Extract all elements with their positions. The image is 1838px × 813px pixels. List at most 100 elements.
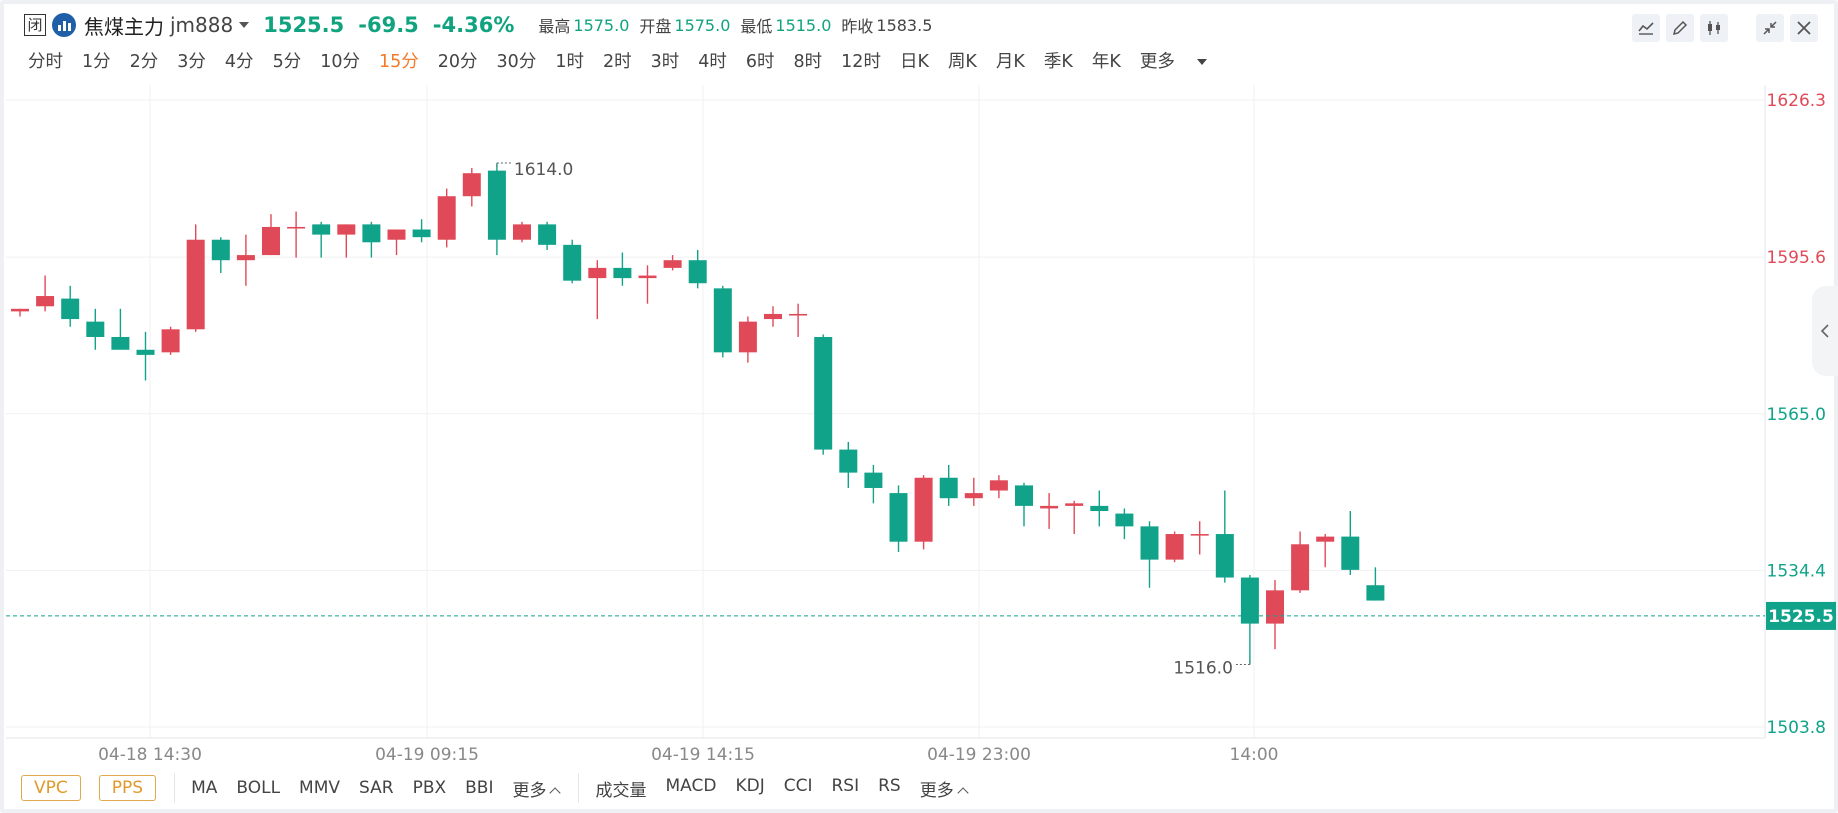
period-tab[interactable]: 年K	[1091, 52, 1121, 72]
chevron-up-icon	[549, 786, 562, 799]
side-panel-toggle[interactable]	[1812, 286, 1838, 376]
indicator-pbx[interactable]: PBX	[412, 778, 447, 798]
indicator-ma[interactable]: MA	[191, 778, 218, 798]
period-more-label: 更多	[1139, 52, 1175, 72]
instrument-code[interactable]: jm888	[170, 13, 234, 37]
current-price-label: 1525.5	[1768, 607, 1834, 627]
x-tick-label: 14:00	[1230, 745, 1279, 765]
period-tab[interactable]: 2分	[129, 52, 159, 72]
price-change: -69.5	[358, 13, 419, 37]
indicator-rsi[interactable]: RSI	[831, 775, 860, 796]
exchange-logo-icon	[52, 13, 76, 37]
period-tab[interactable]: 3时	[650, 52, 680, 72]
stat-high-label: 最高	[538, 17, 571, 36]
chevron-up-icon	[957, 786, 969, 799]
period-tab[interactable]: 10分	[320, 52, 360, 72]
indicator-macd[interactable]: MACD	[665, 775, 717, 796]
period-tab[interactable]: 30分	[496, 52, 537, 72]
candle-body	[1316, 536, 1335, 542]
quote-header: 闭 焦煤主力 jm888 1525.5 -69.5 -4.36% 最高 1575…	[24, 10, 932, 40]
candle-body	[688, 260, 707, 284]
collapse-arrows-icon	[1763, 21, 1777, 35]
indicator-mmv[interactable]: MMV	[299, 778, 341, 798]
candle-body	[462, 173, 481, 197]
divider	[578, 773, 580, 803]
period-selector: 分时 1分 2分 3分 4分 5分 10分 15分 20分 30分 1时 2时 3时 4时 6时 8时 12时日…	[28, 48, 1245, 73]
period-tab[interactable]: 月K	[995, 52, 1025, 72]
y-tick-label: 1626.3	[1767, 91, 1826, 111]
period-tab[interactable]: 2时	[602, 52, 632, 72]
candlestick-chart[interactable]: 04-18 14:30 04-19 09:15 04-19 14:15 04-19 2…	[0, 0, 1838, 768]
indicator-boll[interactable]: BOLL	[236, 778, 281, 798]
market-closed-badge: 闭	[24, 14, 46, 36]
close-icon	[1797, 21, 1811, 35]
candle-body	[287, 226, 306, 229]
period-tab[interactable]: 8时	[793, 52, 823, 72]
y-tick-label: 1503.8	[1767, 718, 1826, 738]
period-tab[interactable]: 12时	[841, 52, 881, 72]
indicator-sar[interactable]: SAR	[359, 778, 394, 798]
indicator-rs[interactable]: RS	[878, 775, 901, 796]
indicator-cci[interactable]: CCI	[783, 775, 813, 796]
candlestick-icon	[1708, 21, 1720, 35]
chart-toolbar	[1632, 14, 1818, 42]
pps-toggle[interactable]: PPS	[98, 775, 157, 801]
main-indicator-more[interactable]: 更多	[512, 776, 562, 801]
candle-body	[764, 313, 782, 320]
sub-more-label: 更多	[919, 780, 954, 801]
period-tab[interactable]: 5分	[272, 52, 302, 72]
candle-body	[1215, 534, 1234, 578]
indicator-line-button[interactable]	[1632, 14, 1660, 42]
candle-body	[186, 239, 205, 330]
candle-body	[1140, 526, 1159, 560]
period-tab[interactable]: 3分	[177, 52, 206, 72]
instrument-name[interactable]: 焦煤主力	[84, 14, 164, 39]
candle-body	[989, 480, 1008, 491]
period-tab[interactable]: 20分	[437, 52, 478, 72]
period-tab[interactable]: 1分	[82, 52, 111, 72]
candle-body	[914, 477, 933, 542]
period-more[interactable]: 更多	[1140, 48, 1226, 73]
period-tab[interactable]: 15分	[378, 52, 419, 72]
candle-body	[1115, 513, 1134, 527]
y-tick-label: 1595.6	[1767, 248, 1826, 268]
vpc-toggle[interactable]: VPC	[21, 775, 81, 801]
candle-body	[1240, 577, 1259, 624]
candle-body	[588, 267, 607, 279]
indicator-bar: VPC PPS MA BOLL MMV SAR PBX BBI 更多 成交量 MACD KDJ…	[0, 768, 1838, 808]
period-tab[interactable]: 6时	[745, 52, 775, 72]
candle-body	[11, 308, 29, 312]
shrink-button[interactable]	[1756, 14, 1784, 42]
period-tab[interactable]: 分时	[28, 52, 63, 72]
sub-indicator-more[interactable]: 更多	[919, 776, 969, 801]
candle-body	[211, 239, 230, 261]
close-button[interactable]	[1790, 14, 1818, 42]
chart-type-button[interactable]	[1700, 14, 1728, 42]
draw-tool-button[interactable]	[1666, 14, 1694, 42]
period-tab[interactable]: 周K	[947, 52, 977, 72]
candle-body	[36, 296, 55, 307]
period-tab[interactable]: 1时	[555, 52, 584, 72]
period-tab[interactable]: 4分	[224, 52, 254, 72]
y-tick-label: 1534.4	[1767, 561, 1826, 581]
last-price: 1525.5	[263, 13, 345, 37]
candle-body	[789, 313, 808, 316]
x-tick-label: 04-19 09:15	[375, 745, 479, 765]
period-tab[interactable]: 日K	[899, 52, 929, 72]
candle-body	[1291, 544, 1310, 591]
instrument-dropdown-caret-icon[interactable]	[239, 22, 250, 28]
stat-low-value: 1515.0	[775, 15, 832, 35]
candle-body	[61, 298, 80, 320]
candle-body	[939, 477, 958, 499]
y-tick-label: 1565.0	[1767, 405, 1826, 425]
candle-body	[638, 275, 657, 279]
period-tab[interactable]: 4时	[698, 52, 727, 72]
indicator-kdj[interactable]: KDJ	[735, 775, 765, 796]
indicator-bbi[interactable]: BBI	[465, 778, 494, 798]
candle-body	[889, 493, 908, 542]
candle-body	[1165, 534, 1184, 560]
period-tab[interactable]: 季K	[1043, 52, 1073, 72]
candle-body	[262, 226, 280, 256]
indicator-成交量[interactable]: 成交量	[595, 780, 647, 801]
